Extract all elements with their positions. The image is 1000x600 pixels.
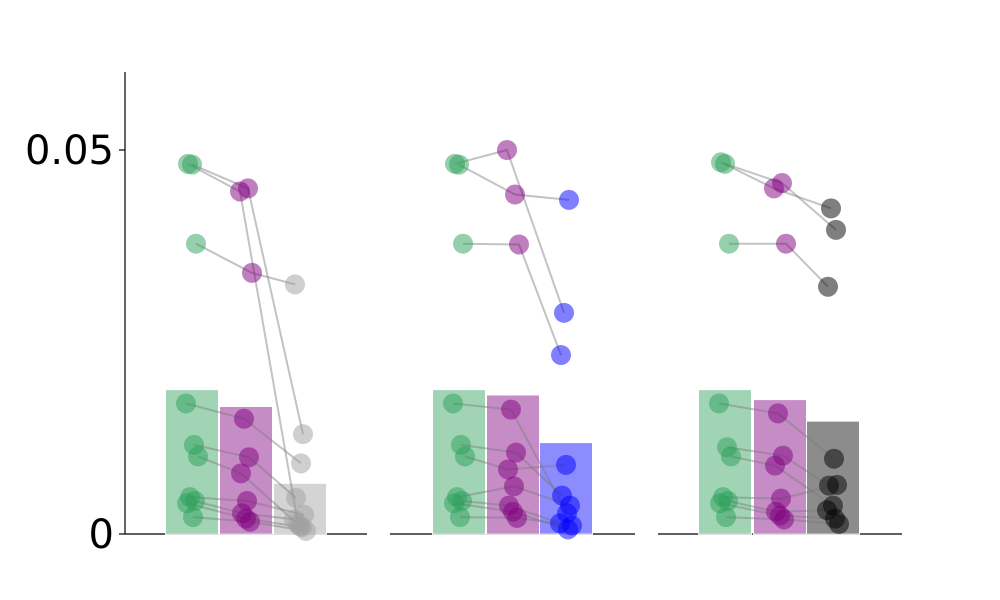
subject-point bbox=[554, 302, 574, 323]
subject-point bbox=[182, 154, 202, 175]
subject-point bbox=[176, 393, 196, 414]
subject-point bbox=[776, 233, 796, 254]
subject-point bbox=[188, 446, 208, 467]
subject-point bbox=[826, 219, 846, 240]
subject-point bbox=[506, 442, 526, 463]
subject-point bbox=[719, 233, 739, 254]
subject-point bbox=[715, 153, 735, 174]
subject-point bbox=[772, 173, 792, 194]
y-tick-label: 0.05 bbox=[25, 128, 114, 174]
subject-point bbox=[286, 487, 306, 508]
subject-point bbox=[507, 507, 527, 528]
subject-point bbox=[234, 408, 254, 429]
subject-point bbox=[240, 511, 260, 532]
subject-point bbox=[821, 198, 841, 219]
subject-point bbox=[560, 495, 580, 516]
subject-point bbox=[497, 140, 517, 160]
subject-point bbox=[765, 455, 785, 476]
subject-point bbox=[291, 453, 311, 474]
subject-point bbox=[455, 446, 475, 467]
subject-point bbox=[231, 463, 251, 484]
subject-point bbox=[818, 276, 838, 297]
subject-point bbox=[498, 459, 518, 480]
subject-point bbox=[453, 233, 473, 254]
subject-line bbox=[454, 148, 565, 314]
subject-point bbox=[504, 476, 524, 497]
subject-point bbox=[562, 515, 582, 536]
subject-point bbox=[709, 393, 729, 414]
subject-point bbox=[285, 274, 305, 295]
subject-point bbox=[296, 520, 316, 541]
subject-point bbox=[551, 345, 571, 366]
subject-point bbox=[238, 178, 258, 199]
subject-point bbox=[716, 507, 736, 528]
subject-point bbox=[239, 447, 259, 468]
subject-point bbox=[186, 233, 206, 254]
subject-point bbox=[183, 507, 203, 528]
subject-point bbox=[774, 509, 794, 530]
subject-point bbox=[721, 446, 741, 467]
subject-point bbox=[242, 262, 262, 283]
subject-point bbox=[827, 474, 847, 495]
subject-point bbox=[450, 507, 470, 528]
subject-point bbox=[559, 189, 579, 210]
subject-point bbox=[829, 514, 849, 535]
subject-point bbox=[505, 184, 525, 205]
subject-point bbox=[768, 403, 788, 424]
axes-layer: 00.05 bbox=[25, 72, 902, 558]
subject-point bbox=[293, 424, 313, 445]
y-tick-label: 0 bbox=[89, 512, 114, 558]
subject-point bbox=[501, 399, 521, 420]
subject-point bbox=[443, 393, 463, 414]
subject-point bbox=[824, 448, 844, 469]
subject-points-layer bbox=[176, 140, 849, 541]
subject-point bbox=[449, 154, 469, 175]
subject-point bbox=[556, 454, 576, 475]
subject-point bbox=[509, 234, 529, 255]
